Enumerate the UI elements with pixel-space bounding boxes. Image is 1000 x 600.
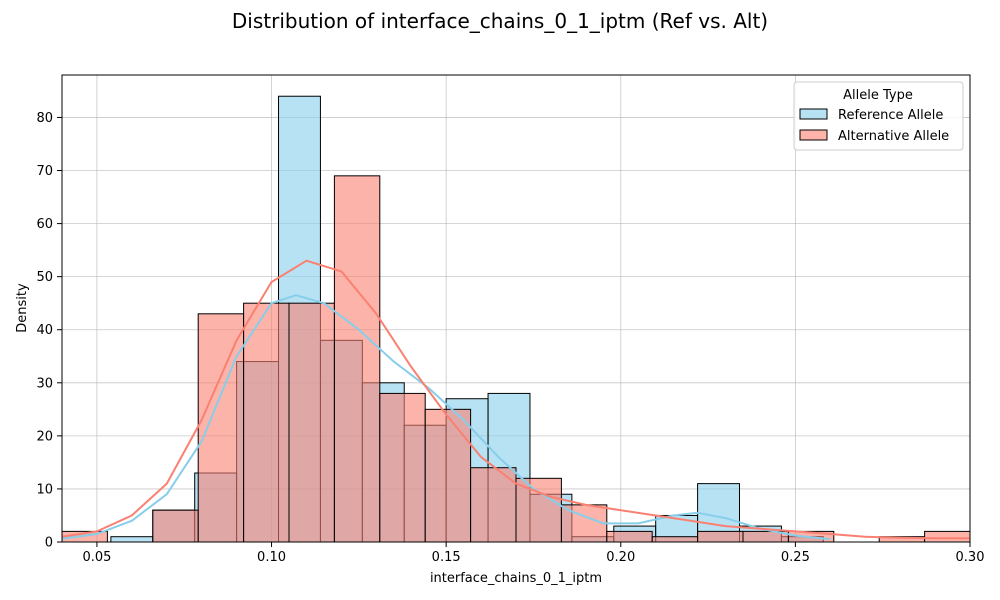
- alternative-allele-bar: [197, 313, 245, 543]
- y-tick-label: 60: [36, 217, 53, 232]
- legend-swatch-reference: [799, 108, 828, 120]
- y-tick-label: 10: [36, 482, 53, 497]
- x-tick-label: 0.20: [606, 550, 635, 565]
- legend-box: [793, 81, 964, 151]
- alternative-allele-bar: [924, 530, 971, 543]
- alternative-allele-bar: [470, 467, 517, 543]
- kde-curves: [61, 259, 970, 541]
- alternative-allele-bar: [606, 530, 653, 543]
- legend: Allele Type Reference Allele Alternative…: [793, 81, 964, 151]
- reference-allele-bar: [110, 536, 154, 543]
- plot-frame: [61, 74, 971, 543]
- reference-allele-kde-line: [61, 294, 831, 541]
- alternative-allele-bar: [424, 408, 472, 543]
- legend-title: Allele Type: [843, 88, 913, 103]
- alternative-allele-bar: [288, 302, 335, 543]
- legend-label-reference: Reference Allele: [838, 108, 943, 123]
- alternative-allele-bar: [333, 175, 381, 543]
- alternative-allele-bar: [152, 509, 199, 543]
- y-tick-label: 40: [36, 323, 53, 338]
- alternative-allele-bars: [61, 175, 971, 543]
- y-tick-label: 0: [45, 536, 53, 551]
- legend-swatch-alternative: [799, 129, 828, 141]
- alternative-allele-bar: [379, 392, 426, 543]
- y-tick-label: 70: [36, 164, 53, 179]
- alternative-allele-bar: [515, 477, 562, 543]
- alternative-allele-bar: [243, 302, 290, 543]
- x-tick-label: 0.15: [432, 550, 461, 565]
- alternative-allele-bar: [697, 530, 744, 543]
- y-tick-label: 80: [36, 111, 53, 126]
- y-tick-label: 30: [36, 376, 53, 391]
- y-axis: 0 10 20 30 40 50 60 70 80: [36, 111, 62, 551]
- x-tick-label: 0.25: [781, 550, 810, 565]
- legend-label-alternative: Alternative Allele: [838, 129, 949, 144]
- x-axis: 0.05 0.10 0.15 0.20 0.25 0.30: [82, 542, 984, 565]
- x-tick-label: 0.30: [956, 550, 985, 565]
- alternative-allele-kde-line: [61, 259, 970, 540]
- x-tick-label: 0.10: [257, 550, 286, 565]
- x-axis-label: interface_chains_0_1_iptm: [430, 571, 602, 586]
- y-axis-label: Density: [15, 283, 30, 333]
- alternative-allele-bar: [651, 536, 699, 543]
- chart-title: Distribution of interface_chains_0_1_ipt…: [232, 9, 768, 33]
- y-tick-label: 50: [36, 270, 53, 285]
- x-tick-label: 0.05: [82, 550, 111, 565]
- y-tick-label: 20: [36, 429, 53, 444]
